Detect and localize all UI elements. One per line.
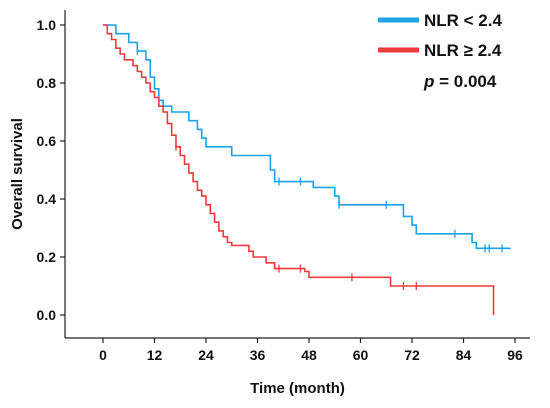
x-tick-label: 48: [301, 347, 317, 363]
legend: NLR < 2.4 NLR ≥ 2.4 p = 0.004: [378, 11, 502, 91]
x-tick-label: 24: [198, 347, 214, 363]
p-value: = 0.004: [434, 72, 496, 91]
y-axis-ticks: 0.0 0.2 0.4 0.6 0.8 1.0: [37, 17, 65, 323]
y-tick-label: 0.6: [37, 133, 57, 149]
y-tick-label: 0.4: [37, 191, 57, 207]
series-0: [103, 24, 511, 253]
p-symbol: p: [423, 72, 434, 91]
p-value-annotation: p = 0.004: [423, 72, 497, 91]
series-1: [103, 24, 495, 315]
y-tick-label: 0.0: [37, 307, 57, 323]
y-tick-label: 1.0: [37, 17, 57, 33]
y-tick-label: 0.8: [37, 75, 57, 91]
x-axis-ticks: 0 12 24 36 48 60 72 84 96: [99, 338, 523, 363]
y-tick-label: 0.2: [37, 249, 57, 265]
x-tick-label: 12: [147, 347, 163, 363]
plot-area: 0.0 0.2 0.4 0.6 0.8 1.0 0 12 24 36 48 60 72 84 96: [37, 10, 530, 363]
legend-label-nlr-low: NLR < 2.4: [424, 11, 502, 30]
x-tick-label: 60: [353, 347, 369, 363]
survival-curve-0: [103, 24, 511, 250]
x-tick-label: 36: [250, 347, 266, 363]
legend-label-nlr-high: NLR ≥ 2.4: [424, 41, 502, 60]
x-tick-label: 0: [99, 347, 107, 363]
x-tick-label: 72: [404, 347, 420, 363]
series-layer: [103, 24, 511, 315]
y-axis-title: Overall survival: [9, 118, 26, 230]
survival-curve-1: [103, 24, 495, 315]
x-tick-label: 84: [456, 347, 472, 363]
x-axis-title: Time (month): [250, 380, 345, 397]
x-tick-label: 96: [507, 347, 523, 363]
